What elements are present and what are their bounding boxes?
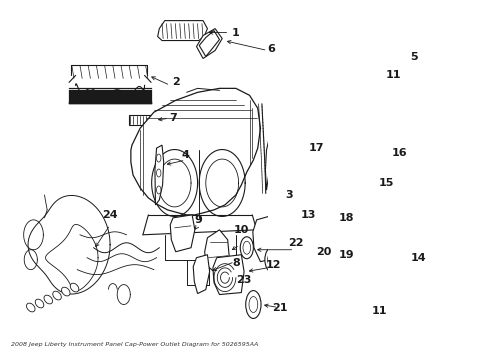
Text: 24: 24 — [102, 210, 118, 220]
Polygon shape — [199, 31, 219, 57]
Text: 2008 Jeep Liberty Instrument Panel Cap-Power Outlet Diagram for 5026595AA: 2008 Jeep Liberty Instrument Panel Cap-P… — [11, 342, 257, 347]
Text: 12: 12 — [265, 260, 280, 270]
Polygon shape — [204, 230, 229, 272]
Circle shape — [156, 186, 161, 194]
Ellipse shape — [26, 303, 35, 312]
Polygon shape — [265, 140, 269, 190]
Text: 17: 17 — [308, 143, 324, 153]
Polygon shape — [212, 255, 244, 294]
Polygon shape — [336, 280, 366, 324]
Polygon shape — [346, 186, 403, 252]
Polygon shape — [345, 260, 401, 323]
Polygon shape — [131, 88, 260, 215]
Circle shape — [245, 291, 261, 319]
Ellipse shape — [284, 248, 294, 255]
Text: 3: 3 — [285, 190, 292, 200]
Text: 19: 19 — [338, 250, 353, 260]
Text: 10: 10 — [233, 225, 248, 235]
Polygon shape — [155, 145, 163, 205]
Text: 8: 8 — [231, 258, 239, 268]
Polygon shape — [170, 215, 194, 252]
Text: 11: 11 — [371, 306, 386, 316]
Text: 20: 20 — [315, 247, 330, 257]
Text: 2: 2 — [171, 77, 179, 87]
Polygon shape — [196, 28, 222, 58]
Ellipse shape — [53, 291, 61, 300]
Ellipse shape — [44, 295, 52, 304]
Polygon shape — [157, 21, 207, 41]
Text: 7: 7 — [169, 113, 177, 123]
Text: 9: 9 — [194, 215, 202, 225]
Text: 4: 4 — [181, 150, 189, 160]
Ellipse shape — [35, 299, 44, 308]
Circle shape — [267, 253, 275, 267]
Circle shape — [248, 297, 257, 312]
Text: 5: 5 — [409, 53, 417, 63]
Text: 22: 22 — [288, 238, 303, 248]
Circle shape — [364, 243, 370, 253]
Circle shape — [156, 154, 161, 162]
Ellipse shape — [344, 294, 359, 309]
Text: 1: 1 — [231, 28, 239, 37]
Polygon shape — [277, 218, 291, 265]
Text: 21: 21 — [271, 302, 287, 312]
Circle shape — [264, 248, 277, 272]
Ellipse shape — [278, 218, 290, 226]
Ellipse shape — [61, 287, 70, 296]
Text: 23: 23 — [236, 275, 251, 285]
Text: 11: 11 — [385, 71, 400, 80]
Text: 16: 16 — [391, 148, 407, 158]
Ellipse shape — [240, 237, 253, 259]
Ellipse shape — [345, 77, 361, 91]
Text: 14: 14 — [409, 253, 425, 263]
Polygon shape — [129, 115, 154, 125]
Polygon shape — [252, 215, 278, 262]
Text: 6: 6 — [267, 44, 275, 54]
Text: 15: 15 — [378, 178, 393, 188]
Circle shape — [156, 169, 161, 177]
Polygon shape — [283, 248, 295, 280]
Ellipse shape — [243, 241, 250, 254]
Polygon shape — [358, 136, 373, 170]
Circle shape — [350, 243, 355, 253]
Polygon shape — [193, 255, 209, 293]
Ellipse shape — [70, 283, 79, 292]
Polygon shape — [337, 66, 367, 100]
Text: 13: 13 — [300, 210, 315, 220]
Text: 18: 18 — [338, 213, 353, 223]
Circle shape — [357, 243, 363, 253]
